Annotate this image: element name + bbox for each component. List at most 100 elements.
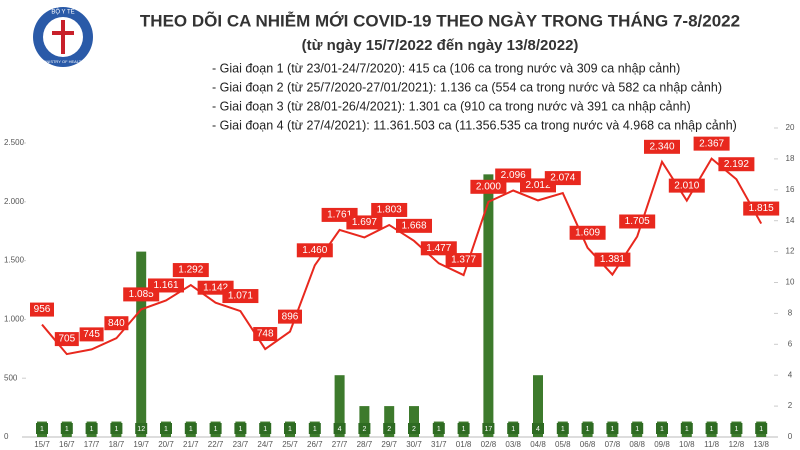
y2-tick-label: 6 bbox=[788, 339, 793, 348]
y-tick-label: 2.000 bbox=[4, 197, 25, 206]
bar-label: 1 bbox=[263, 426, 267, 433]
data-label-bg bbox=[172, 263, 209, 278]
bar-label-bg bbox=[705, 423, 718, 434]
annotation: - Giai đoạn 3 (từ 28/01-26/4/2021): 1.30… bbox=[212, 99, 691, 113]
data-label-bg bbox=[396, 218, 432, 233]
y-tick-label: 2.500 bbox=[4, 138, 25, 147]
x-tick-label: 09/8 bbox=[654, 440, 670, 449]
data-label: 1.460 bbox=[302, 245, 327, 256]
x-tick-label: 04/8 bbox=[530, 440, 546, 449]
x-tick-label: 06/8 bbox=[580, 440, 596, 449]
data-label-bg bbox=[470, 179, 507, 194]
bar-label: 1 bbox=[511, 426, 515, 433]
bar-label: 1 bbox=[437, 426, 441, 433]
data-label-bg bbox=[743, 201, 780, 216]
bar-label-bg bbox=[308, 423, 321, 434]
data-label: 1.697 bbox=[352, 217, 377, 228]
bar-label: 1 bbox=[313, 426, 317, 433]
y2-tick-label: 4 bbox=[788, 370, 793, 379]
logo-staff bbox=[61, 20, 65, 54]
bar-label-bg bbox=[184, 423, 197, 434]
bar-label: 2 bbox=[412, 426, 416, 433]
bar-label: 2 bbox=[362, 426, 366, 433]
bar-label: 1 bbox=[164, 426, 168, 433]
x-tick-label: 30/7 bbox=[406, 440, 422, 449]
data-label: 1.085 bbox=[129, 289, 154, 300]
bar-label-bg bbox=[656, 423, 668, 434]
bar-label: 4 bbox=[338, 426, 342, 433]
bar-label-bg bbox=[135, 423, 148, 434]
data-label-bg bbox=[668, 178, 705, 193]
x-tick-label: 07/8 bbox=[605, 440, 621, 449]
data-label: 2.096 bbox=[501, 170, 526, 181]
bar-label-bg bbox=[482, 423, 495, 434]
x-tick-label: 29/7 bbox=[381, 440, 397, 449]
x-tick-label: 28/7 bbox=[357, 440, 373, 449]
bar-label: 1 bbox=[710, 426, 714, 433]
bar-label-bg bbox=[532, 423, 544, 434]
data-label: 2.340 bbox=[649, 141, 674, 152]
y2-tick-label: 8 bbox=[788, 309, 793, 318]
x-tick-label: 11/8 bbox=[704, 440, 720, 449]
data-label: 2.192 bbox=[724, 159, 749, 170]
x-tick-label: 25/7 bbox=[282, 440, 298, 449]
y-tick-label: 0 bbox=[4, 432, 9, 441]
data-label-bg bbox=[569, 225, 606, 240]
data-label: 956 bbox=[34, 304, 51, 315]
x-tick-label: 23/7 bbox=[233, 440, 249, 449]
data-label: 2.012 bbox=[525, 180, 550, 191]
data-label-bg bbox=[594, 252, 631, 267]
data-label: 1.377 bbox=[451, 255, 476, 266]
data-label-bg bbox=[544, 171, 581, 186]
data-label: 748 bbox=[257, 329, 274, 340]
x-tick-label: 15/7 bbox=[34, 440, 50, 449]
y2-tick-label: 18 bbox=[786, 154, 795, 163]
x-tick-label: 18/7 bbox=[109, 440, 125, 449]
bar-label-bg bbox=[60, 423, 73, 434]
data-label-bg bbox=[718, 157, 755, 172]
bar-label: 1 bbox=[734, 426, 738, 433]
bar bbox=[409, 406, 419, 437]
line bbox=[41, 157, 763, 356]
data-label-bg bbox=[346, 215, 383, 230]
bar-label: 1 bbox=[685, 426, 689, 433]
data-label-bg bbox=[148, 278, 184, 293]
x-tick-label: 08/8 bbox=[629, 440, 645, 449]
logo: BỘ Y TẾ MINISTRY OF HEALTH bbox=[33, 7, 93, 67]
bar-label-bg bbox=[606, 423, 619, 434]
bar-label: 12 bbox=[137, 426, 145, 433]
bar-label-bg bbox=[209, 423, 222, 434]
x-tick-label: 12/8 bbox=[729, 440, 745, 449]
bar-label-bg bbox=[631, 423, 644, 434]
data-label: 705 bbox=[58, 334, 75, 345]
bar-label: 1 bbox=[65, 426, 69, 433]
bar-label: 4 bbox=[536, 426, 540, 433]
data-label-bg bbox=[54, 332, 79, 347]
x-tick-label: 20/7 bbox=[158, 440, 174, 449]
data-label: 2.367 bbox=[699, 138, 724, 149]
annotation: - Giai đoạn 2 (từ 25/7/2020-27/01/2021):… bbox=[212, 80, 722, 94]
data-label: 1.609 bbox=[575, 227, 600, 238]
bar-label: 1 bbox=[189, 426, 193, 433]
y-tick-label: 500 bbox=[4, 373, 18, 382]
data-label: 2.000 bbox=[476, 181, 501, 192]
y2-tick-label: 0 bbox=[788, 432, 793, 441]
data-label-bg bbox=[693, 136, 730, 151]
x-tick-label: 26/7 bbox=[307, 440, 323, 449]
data-label: 2.074 bbox=[550, 173, 575, 184]
bar bbox=[359, 406, 370, 437]
bar bbox=[384, 406, 395, 437]
y2-tick-label: 12 bbox=[786, 247, 795, 256]
y2-tick-label: 2 bbox=[788, 401, 793, 410]
annotation: - Giai đoạn 4 (từ 27/4/2021): 11.361.503… bbox=[212, 118, 737, 132]
bar-label: 17 bbox=[485, 426, 493, 433]
bar-label-bg bbox=[408, 423, 420, 434]
bar-label: 1 bbox=[214, 426, 218, 433]
data-label-bg bbox=[104, 316, 129, 331]
bar-label: 1 bbox=[759, 426, 763, 433]
bar-label-bg bbox=[507, 423, 520, 434]
bar-label: 1 bbox=[40, 426, 44, 433]
bar-label: 1 bbox=[462, 426, 466, 433]
x-tick-label: 13/8 bbox=[753, 440, 769, 449]
